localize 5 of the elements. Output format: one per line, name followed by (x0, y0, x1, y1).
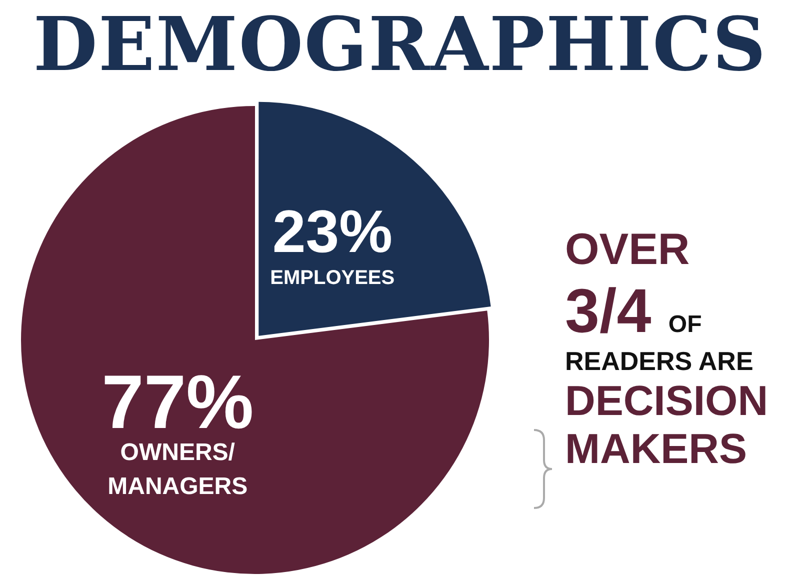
slice-label: EMPLOYEES (270, 267, 395, 290)
text: OVER 3/4 OF READERS ARE DECISION MAKERS (565, 225, 768, 472)
chart-title: DEMOGRAPHICS (32, 2, 768, 88)
slice-label: OWNERS/MANAGERS (108, 438, 248, 500)
data-label: 23% (272, 198, 392, 266)
